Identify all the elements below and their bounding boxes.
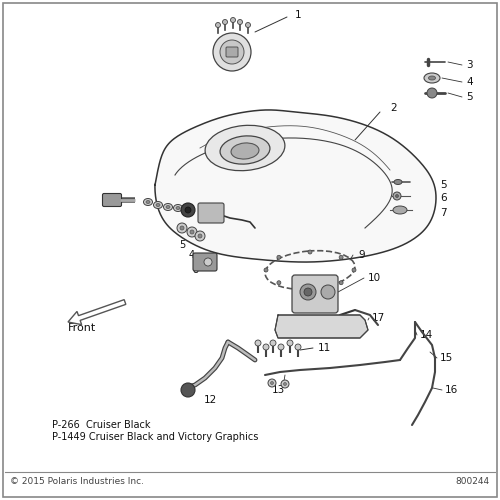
Text: Front: Front	[68, 323, 96, 333]
Circle shape	[277, 280, 281, 284]
Circle shape	[304, 288, 312, 296]
Polygon shape	[275, 315, 368, 338]
FancyBboxPatch shape	[198, 203, 224, 223]
Text: 13: 13	[272, 385, 284, 395]
Ellipse shape	[154, 202, 162, 208]
Circle shape	[300, 284, 316, 300]
Circle shape	[287, 340, 293, 346]
Ellipse shape	[174, 204, 182, 212]
Text: 15: 15	[440, 353, 453, 363]
Circle shape	[204, 258, 212, 266]
Text: 5: 5	[440, 180, 446, 190]
Ellipse shape	[428, 76, 436, 80]
Text: 17: 17	[372, 313, 385, 323]
Circle shape	[222, 20, 228, 24]
Polygon shape	[155, 110, 436, 262]
FancyBboxPatch shape	[193, 253, 217, 271]
Circle shape	[270, 340, 276, 346]
Circle shape	[396, 194, 398, 198]
Circle shape	[339, 256, 343, 260]
Ellipse shape	[393, 206, 407, 214]
Circle shape	[393, 192, 401, 200]
Text: P-266  Cruiser Black: P-266 Cruiser Black	[52, 420, 150, 430]
Circle shape	[181, 383, 195, 397]
Ellipse shape	[164, 204, 172, 210]
Circle shape	[246, 22, 250, 28]
Text: 8: 8	[192, 265, 198, 275]
Ellipse shape	[166, 206, 170, 208]
Text: 16: 16	[445, 385, 458, 395]
Text: 4: 4	[466, 77, 472, 87]
Circle shape	[187, 227, 197, 237]
Ellipse shape	[156, 204, 160, 206]
Ellipse shape	[146, 200, 150, 203]
Circle shape	[263, 344, 269, 350]
Circle shape	[339, 280, 343, 284]
FancyBboxPatch shape	[102, 194, 122, 206]
Text: 9: 9	[358, 250, 364, 260]
Text: 6: 6	[440, 193, 446, 203]
Text: 14: 14	[420, 330, 433, 340]
Text: 12: 12	[204, 395, 216, 405]
Circle shape	[190, 230, 194, 234]
Circle shape	[308, 286, 312, 290]
Text: 800244: 800244	[456, 476, 490, 486]
Text: 2: 2	[390, 103, 396, 113]
Text: 7: 7	[440, 208, 446, 218]
Circle shape	[295, 344, 301, 350]
Circle shape	[195, 231, 205, 241]
Text: 11: 11	[318, 343, 331, 353]
Circle shape	[427, 88, 437, 98]
Circle shape	[220, 40, 244, 64]
Ellipse shape	[205, 126, 285, 170]
Circle shape	[264, 268, 268, 272]
Text: 5: 5	[179, 240, 185, 250]
Circle shape	[321, 285, 335, 299]
Circle shape	[238, 20, 242, 24]
Circle shape	[281, 380, 289, 388]
Text: 4: 4	[189, 250, 195, 260]
Text: 3: 3	[197, 260, 203, 270]
Text: 10: 10	[368, 273, 381, 283]
Circle shape	[185, 207, 191, 213]
Text: © 2015 Polaris Industries Inc.: © 2015 Polaris Industries Inc.	[10, 476, 144, 486]
Circle shape	[181, 203, 195, 217]
Circle shape	[284, 382, 286, 386]
Ellipse shape	[176, 206, 180, 210]
Circle shape	[270, 382, 274, 384]
Ellipse shape	[220, 136, 270, 164]
Circle shape	[198, 234, 202, 238]
Circle shape	[255, 340, 261, 346]
Ellipse shape	[231, 143, 259, 159]
Circle shape	[308, 250, 312, 254]
Ellipse shape	[144, 198, 152, 205]
Circle shape	[268, 379, 276, 387]
FancyBboxPatch shape	[226, 47, 238, 57]
Text: P-1449 Cruiser Black and Victory Graphics: P-1449 Cruiser Black and Victory Graphic…	[52, 432, 258, 442]
Circle shape	[180, 226, 184, 230]
FancyArrow shape	[68, 300, 126, 324]
Text: 1: 1	[295, 10, 302, 20]
Text: 5: 5	[466, 92, 472, 102]
Circle shape	[213, 33, 251, 71]
Circle shape	[277, 256, 281, 260]
Circle shape	[216, 22, 220, 28]
Circle shape	[278, 344, 284, 350]
Ellipse shape	[394, 180, 402, 184]
Circle shape	[177, 223, 187, 233]
Text: 3: 3	[466, 60, 472, 70]
Circle shape	[352, 268, 356, 272]
Circle shape	[230, 18, 235, 22]
FancyBboxPatch shape	[292, 275, 338, 313]
Ellipse shape	[424, 73, 440, 83]
